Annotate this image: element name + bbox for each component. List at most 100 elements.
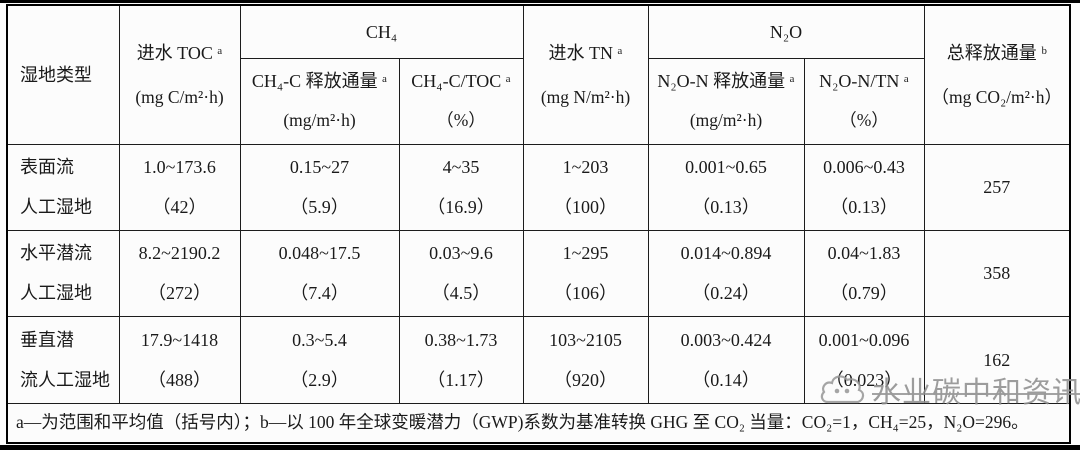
header-sub-row: CH₄-C 释放通量 ᵃ (mg/m²·h) CH₄-C/TOC ᵃ （%） N… [7, 57, 1070, 145]
table-row-horizontal-subsurface-flow: 水平潜流 人工湿地 8.2~2190.2 （272） 0.048~17.5 （7… [6, 229, 1071, 317]
mean-value: （7.4） [290, 283, 349, 303]
header-wetland-type-label: 湿地类型 [20, 64, 92, 85]
header-ch4-toc-ratio-title: CH₄-C/TOC ᵃ [411, 71, 511, 92]
mean-value: （4.5） [431, 283, 491, 303]
cell-toc: 17.9~1418 （488） [118, 315, 241, 404]
range-value: 0.014~0.894 [680, 243, 772, 263]
header-influent-tn: 进水 TN ᵃ (mg N/m²·h) [522, 4, 649, 145]
cell-n2o-flux: 0.003~0.424 （0.14） [647, 315, 805, 404]
header-influent-tn-unit: (mg N/m²·h) [540, 86, 631, 107]
mean-value: （100） [554, 197, 617, 217]
footnote-text: a—为范围和平均值（括号内）；b—以 100 年全球变暖潜力（GWP)系数为基准… [16, 412, 1029, 432]
cell-toc: 1.0~173.6 （42） [118, 143, 241, 231]
total-value: 358 [983, 263, 1011, 283]
wetland-type-line1: 水平潜流 [20, 243, 92, 263]
cell-n2o-flux: 0.001~0.65 （0.13） [647, 143, 805, 231]
header-n2o-tn-ratio-unit: （%） [839, 110, 889, 131]
header-influent-tn-title: 进水 TN ᵃ [548, 42, 623, 63]
mean-value: （1.17） [427, 369, 495, 390]
cell-ch4-flux: 0.048~17.5 （7.4） [239, 229, 400, 317]
range-value: 4~35 [442, 157, 480, 177]
range-value: 1~295 [562, 243, 609, 263]
range-value: 0.001~0.65 [685, 157, 767, 177]
range-value: 0.006~0.43 [823, 157, 905, 177]
cell-ch4-flux: 0.3~5.4 （2.9） [239, 315, 400, 404]
wetland-type-line2: 人工湿地 [20, 197, 92, 217]
range-value: 17.9~1418 [140, 329, 219, 350]
cell-n2o-tn-ratio: 0.04~1.83 （0.79） [803, 229, 925, 317]
header-group-row: 湿地类型 进水 TOC ᵃ (mg C/m²·h) CH₄ 进水 TN ᵃ (m… [6, 4, 1071, 145]
cell-type: 垂直潜 流人工湿地 [6, 315, 120, 404]
range-value: 0.001~0.096 [818, 329, 910, 350]
wetland-type-line2: 人工湿地 [20, 283, 92, 303]
header-n2o-tn-ratio-title: N₂O-N/TN ᵃ [819, 71, 909, 92]
wetland-type-line1: 表面流 [20, 157, 74, 177]
range-value: 103~2105 [549, 329, 622, 350]
cell-total-flux: 162 [923, 315, 1071, 404]
range-value: 1~203 [562, 157, 609, 177]
mean-value: （920） [554, 369, 617, 390]
range-value: 0.04~1.83 [827, 243, 901, 263]
mean-value: （0.13） [692, 197, 760, 217]
range-value: 0.15~27 [289, 157, 350, 177]
range-value: 0.048~17.5 [278, 243, 361, 263]
total-value: 257 [983, 177, 1011, 197]
wetland-ghg-emission-table: 湿地类型 进水 TOC ᵃ (mg C/m²·h) CH₄ 进水 TN ᵃ (m… [6, 4, 1071, 444]
cell-ch4-flux: 0.15~27 （5.9） [239, 143, 400, 231]
cell-tn: 1~295 （106） [522, 229, 649, 317]
header-ch4-group-label: CH₄ [365, 21, 398, 42]
mean-value: （106） [554, 283, 617, 303]
header-n2o-flux-title: N₂O-N 释放通量 ᵃ [657, 71, 795, 92]
table-row-surface-flow: 表面流 人工湿地 1.0~173.6 （42） 0.15~27 （5.9） 4~… [6, 143, 1071, 231]
mean-value: （272） [148, 283, 211, 303]
header-ch4-flux: CH₄-C 释放通量 ᵃ (mg/m²·h) [239, 57, 400, 145]
header-total-flux-title: 总释放通量 ᵇ [946, 42, 1047, 63]
wetland-type-line2: 流人工湿地 [20, 369, 110, 390]
header-n2o-flux-unit: (mg/m²·h) [689, 110, 763, 131]
header-n2o-group: N₂O [647, 4, 925, 59]
mean-value: （5.9） [290, 197, 349, 217]
cell-n2o-tn-ratio: 0.001~0.096 （0.023） [803, 315, 925, 404]
total-value: 162 [983, 349, 1011, 370]
header-ch4-group: CH₄ [239, 4, 524, 59]
mean-value: （16.9） [427, 197, 495, 217]
header-total-flux: 总释放通量 ᵇ （mg CO₂/m²·h） [923, 4, 1071, 145]
range-value: 1.0~173.6 [143, 157, 216, 177]
header-influent-toc-title: 进水 TOC ᵃ [136, 42, 223, 63]
mean-value: （2.9） [290, 369, 349, 390]
image-top-border [0, 0, 1080, 3]
header-n2o-tn-ratio: N₂O-N/TN ᵃ （%） [803, 57, 925, 145]
cell-toc: 8.2~2190.2 （272） [118, 229, 241, 317]
cell-tn: 1~203 （100） [522, 143, 649, 231]
header-ch4-toc-ratio: CH₄-C/TOC ᵃ （%） [398, 57, 524, 145]
header-ch4-toc-ratio-unit: （%） [436, 110, 486, 131]
cell-n2o-flux: 0.014~0.894 （0.24） [647, 229, 805, 317]
table-row-vertical-subsurface-flow: 垂直潜 流人工湿地 17.9~1418 （488） 0.3~5.4 （2.9） … [6, 315, 1071, 404]
range-value: 0.3~5.4 [292, 329, 347, 350]
cell-ch4-toc-ratio: 0.38~1.73 （1.17） [398, 315, 524, 404]
mean-value: （42） [152, 197, 207, 217]
header-wetland-type: 湿地类型 [6, 4, 120, 145]
header-total-flux-unit: （mg CO₂/m²·h） [931, 86, 1062, 107]
footnote-cell: a—为范围和平均值（括号内）；b—以 100 年全球变暖潜力（GWP)系数为基准… [6, 402, 1071, 444]
wetland-type-line1: 垂直潜 [20, 329, 74, 350]
range-value: 0.003~0.424 [680, 329, 772, 350]
header-influent-toc-unit: (mg C/m²·h) [135, 86, 224, 107]
range-value: 0.38~1.73 [424, 329, 498, 350]
range-value: 8.2~2190.2 [138, 243, 221, 263]
header-n2o-flux: N₂O-N 释放通量 ᵃ (mg/m²·h) [647, 57, 805, 145]
image-bottom-border [0, 445, 1080, 450]
mean-value: （0.13） [830, 197, 898, 217]
header-ch4-flux-unit: (mg/m²·h) [283, 110, 356, 131]
cell-ch4-toc-ratio: 0.03~9.6 （4.5） [398, 229, 524, 317]
cell-ch4-toc-ratio: 4~35 （16.9） [398, 143, 524, 231]
mean-value: （0.14） [692, 369, 760, 390]
cell-total-flux: 358 [923, 229, 1071, 317]
mean-value: （488） [148, 369, 211, 390]
cell-n2o-tn-ratio: 0.006~0.43 （0.13） [803, 143, 925, 231]
mean-value: （0.79） [830, 283, 898, 303]
footnote-row: a—为范围和平均值（括号内）；b—以 100 年全球变暖潜力（GWP)系数为基准… [6, 402, 1071, 444]
cell-tn: 103~2105 （920） [522, 315, 649, 404]
header-ch4-flux-title: CH₄-C 释放通量 ᵃ [251, 71, 388, 92]
mean-value: （0.023） [825, 369, 903, 390]
